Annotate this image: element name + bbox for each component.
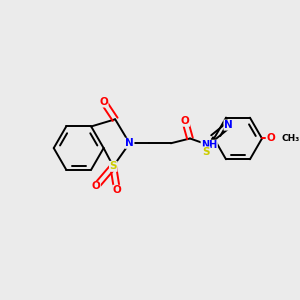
Text: CH₃: CH₃ <box>281 134 299 143</box>
Text: O: O <box>113 185 122 195</box>
Text: O: O <box>99 97 108 107</box>
Text: N: N <box>125 138 134 148</box>
Text: S: S <box>202 147 210 157</box>
Text: O: O <box>266 134 275 143</box>
Text: S: S <box>110 161 117 171</box>
Text: N: N <box>224 120 233 130</box>
Text: NH: NH <box>201 140 217 150</box>
Text: O: O <box>181 116 190 126</box>
Text: O: O <box>92 182 100 191</box>
